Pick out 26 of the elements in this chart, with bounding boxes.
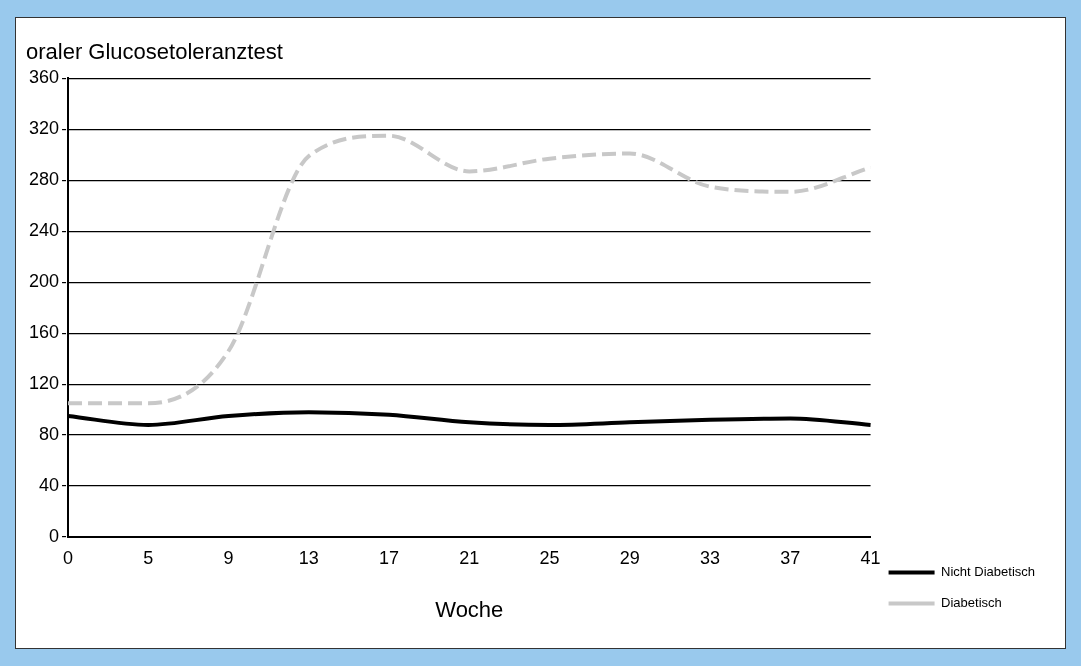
legend-label: Diabetisch — [941, 595, 1002, 611]
y-tick-label: 320 — [28, 118, 60, 139]
y-tick-label: 160 — [28, 322, 60, 343]
x-tick-label: 33 — [700, 547, 721, 568]
x-tick-label: 37 — [780, 547, 801, 568]
x-tick-label: 5 — [143, 547, 154, 568]
x-tick-label: 41 — [860, 547, 881, 568]
y-tick-label: 0 — [49, 525, 60, 546]
x-tick-label: 21 — [459, 547, 480, 568]
y-tick-label: 40 — [39, 475, 60, 496]
x-tick-label: 0 — [63, 547, 74, 568]
x-tick-label: 9 — [223, 547, 234, 568]
x-tick-label: 29 — [619, 547, 640, 568]
y-tick-label: 360 — [28, 67, 60, 88]
x-axis-title: Woche — [435, 596, 504, 622]
legend-label: Nicht Diabetisch — [941, 564, 1036, 580]
x-tick-label: 25 — [539, 547, 560, 568]
y-tick-label: 240 — [28, 220, 60, 241]
y-tick-label: 280 — [28, 169, 60, 190]
x-tick-label: 13 — [298, 547, 319, 568]
y-tick-label: 120 — [28, 373, 60, 394]
line-series — [66, 133, 873, 406]
x-tick-label: 17 — [379, 547, 400, 568]
y-tick-label: 80 — [39, 424, 60, 445]
y-tick-label: 200 — [28, 271, 60, 292]
chart-title: oraler Glucosetoleranztest — [26, 39, 283, 65]
